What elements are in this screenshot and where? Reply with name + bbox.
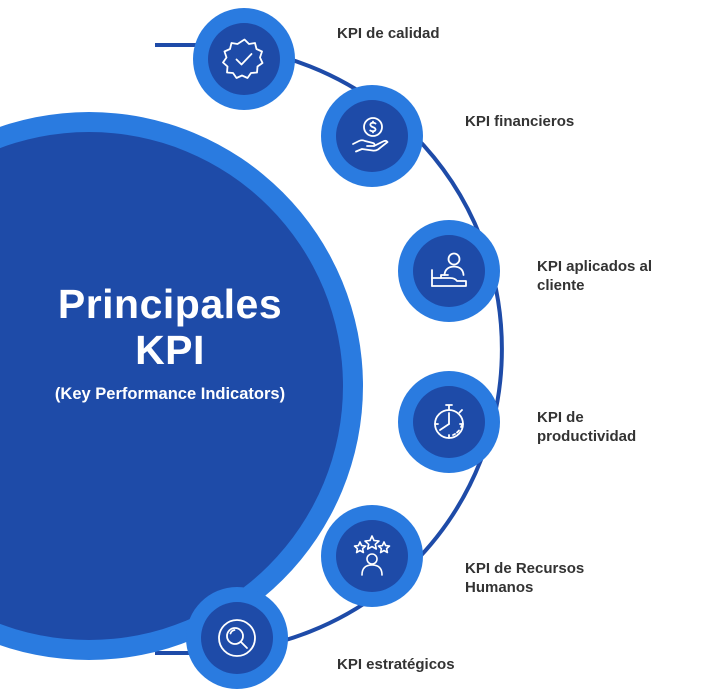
employee-rating-icon (353, 535, 391, 576)
kpi-node-productividad (398, 371, 500, 473)
customer-service-icon (431, 252, 467, 287)
kpi-label-recursos-humanos: KPI de Recursos Humanos (465, 560, 585, 596)
kpi-label-calidad: KPI de calidad (337, 25, 440, 42)
kpi-node-recursos-humanos (321, 505, 423, 607)
kpi-node-calidad (193, 8, 295, 110)
kpi-node-estrategicos (186, 587, 288, 689)
magnifier-icon (218, 619, 256, 657)
money-hand-icon (352, 117, 389, 153)
kpi-label-cliente: KPI aplicados al cliente (537, 258, 653, 294)
main-title: Principales KPI (57, 281, 283, 373)
main-subtitle: (Key Performance Indicators) (54, 385, 286, 403)
kpi-node-cliente (398, 220, 500, 322)
stopwatch-icon (434, 404, 464, 439)
kpi-label-estrategicos: KPI estratégicos (337, 656, 455, 673)
quality-badge-icon (222, 38, 264, 79)
kpi-label-productividad: KPI de productividad (537, 409, 637, 445)
kpi-node-financieros (321, 85, 423, 187)
kpi-label-financieros: KPI financieros (465, 113, 575, 130)
